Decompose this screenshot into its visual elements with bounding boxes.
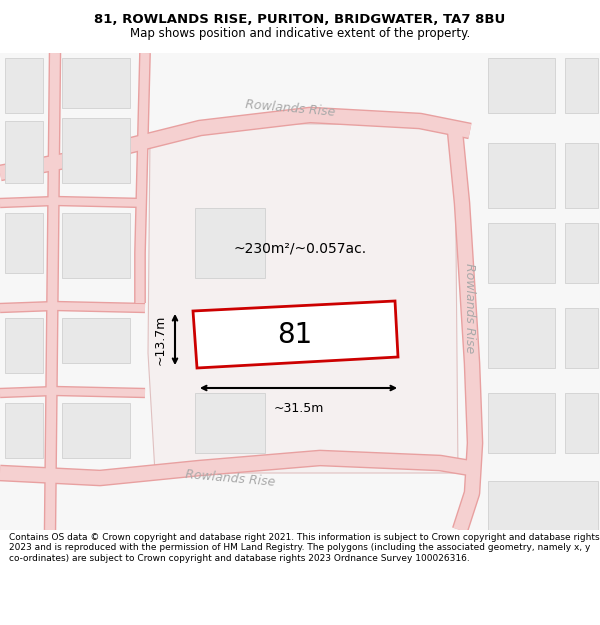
Polygon shape (565, 308, 598, 368)
Polygon shape (5, 121, 43, 183)
Polygon shape (62, 318, 130, 363)
Polygon shape (62, 403, 130, 458)
Polygon shape (195, 208, 265, 278)
Polygon shape (5, 318, 43, 373)
Text: Rowlands Rise: Rowlands Rise (244, 98, 335, 118)
Polygon shape (565, 223, 598, 283)
Text: Rowlands Rise: Rowlands Rise (463, 263, 476, 353)
Polygon shape (195, 393, 265, 453)
Polygon shape (488, 58, 555, 113)
Polygon shape (488, 308, 555, 368)
Text: ~31.5m: ~31.5m (274, 402, 323, 415)
Polygon shape (5, 403, 43, 458)
Polygon shape (488, 223, 555, 283)
Polygon shape (488, 143, 555, 208)
Polygon shape (5, 58, 43, 113)
Text: 81, ROWLANDS RISE, PURITON, BRIDGWATER, TA7 8BU: 81, ROWLANDS RISE, PURITON, BRIDGWATER, … (94, 13, 506, 26)
Text: Rowlands Rise: Rowlands Rise (184, 468, 275, 488)
Polygon shape (193, 301, 398, 368)
Text: 81: 81 (277, 321, 313, 349)
Text: ~230m²/~0.057ac.: ~230m²/~0.057ac. (233, 241, 367, 255)
Text: ~13.7m: ~13.7m (154, 314, 167, 364)
Polygon shape (488, 393, 555, 453)
Polygon shape (565, 393, 598, 453)
Polygon shape (565, 143, 598, 208)
Polygon shape (62, 58, 130, 108)
Polygon shape (565, 58, 598, 113)
Polygon shape (5, 213, 43, 273)
Polygon shape (148, 123, 458, 473)
Polygon shape (62, 213, 130, 278)
Polygon shape (488, 481, 598, 530)
Polygon shape (62, 118, 130, 183)
Text: Contains OS data © Crown copyright and database right 2021. This information is : Contains OS data © Crown copyright and d… (9, 533, 599, 562)
Text: Map shows position and indicative extent of the property.: Map shows position and indicative extent… (130, 27, 470, 40)
